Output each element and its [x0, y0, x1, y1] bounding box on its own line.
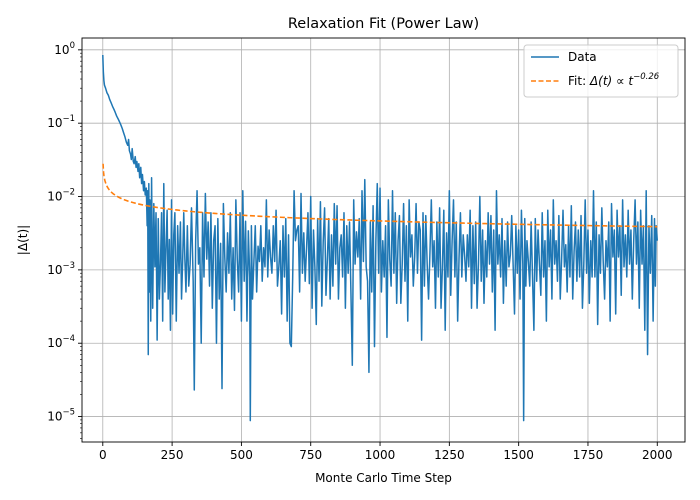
- y-axis-label: |Δ(t)|: [16, 225, 30, 255]
- legend-fit-prefix: Fit:: [568, 74, 590, 88]
- series-fit-line: [102, 163, 658, 228]
- x-tick-label: 1750: [573, 448, 604, 462]
- legend: Data Fit: Δ(t) ∝ t−0.26: [523, 44, 679, 98]
- x-tick-label: 1000: [365, 448, 396, 462]
- plot-lines: [102, 54, 659, 422]
- legend-fit-math: Δ(t) ∝ t: [589, 74, 634, 88]
- legend-label-fit: Fit: Δ(t) ∝ t−0.26: [568, 72, 660, 88]
- y-tick-label: 10−3: [47, 261, 75, 277]
- y-axis-ticks: 10−5 10−4 10−3 10−2 10−1 100: [47, 41, 82, 439]
- grid: [82, 38, 685, 442]
- y-tick-label: 10−4: [47, 334, 75, 350]
- plot-frame: [81, 37, 686, 443]
- y-tick-label: 10−5: [47, 408, 75, 424]
- x-tick-label: 2000: [642, 448, 673, 462]
- y-tick-label: 10−2: [47, 188, 75, 204]
- x-axis-label: Monte Carlo Time Step: [315, 471, 452, 485]
- x-tick-label: 1500: [503, 448, 534, 462]
- y-tick-label: 100: [54, 41, 75, 57]
- legend-label-data: Data: [568, 50, 597, 64]
- chart-title: Relaxation Fit (Power Law): [288, 16, 479, 32]
- x-tick-label: 250: [161, 448, 184, 462]
- x-axis-ticks: 0 250 500 750 1000 1250 1500 1750 2000: [99, 442, 673, 462]
- x-tick-label: 0: [99, 448, 107, 462]
- series-data-line: [102, 54, 659, 422]
- legend-box: [523, 44, 679, 98]
- y-tick-label: 10−1: [47, 114, 75, 130]
- x-tick-label: 750: [299, 448, 322, 462]
- x-tick-label: 1250: [434, 448, 465, 462]
- legend-fit-exponent: −0.26: [633, 72, 660, 82]
- x-tick-label: 500: [230, 448, 253, 462]
